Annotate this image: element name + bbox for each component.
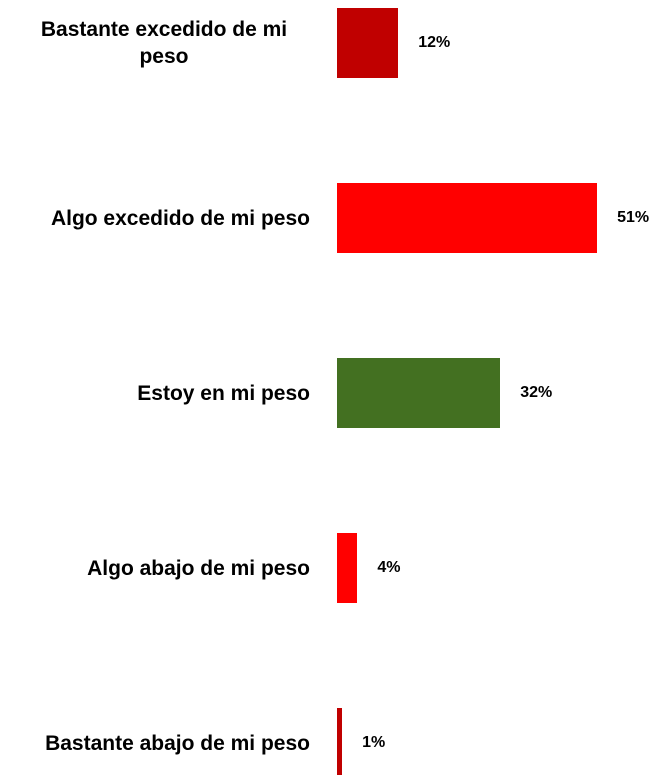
value-label: 51% — [617, 209, 650, 226]
category-label: Bastante excedido de mi peso — [0, 8, 310, 78]
value-label: 4% — [377, 559, 401, 576]
category-label: Bastante abajo de mi peso — [0, 708, 310, 775]
category-label: Algo abajo de mi peso — [0, 533, 310, 603]
value-label: 12% — [418, 34, 451, 51]
value-label: 32% — [520, 384, 553, 401]
category-label-text: Estoy en mi peso — [137, 381, 310, 405]
bar — [337, 708, 343, 775]
bar — [337, 358, 501, 428]
category-label-text: Algo excedido de mi peso — [50, 206, 310, 230]
value-label: 1% — [362, 734, 386, 751]
category-label: Estoy en mi peso — [0, 358, 310, 428]
bar — [337, 183, 598, 253]
category-label-text: Bastante abajo de mi peso — [45, 731, 310, 755]
category-label-text: Bastante excedido de mi peso — [40, 18, 288, 68]
category-label-text: Algo abajo de mi peso — [87, 556, 310, 580]
bar — [337, 8, 399, 78]
category-label: Algo excedido de mi peso — [0, 183, 310, 253]
bar — [337, 533, 358, 603]
